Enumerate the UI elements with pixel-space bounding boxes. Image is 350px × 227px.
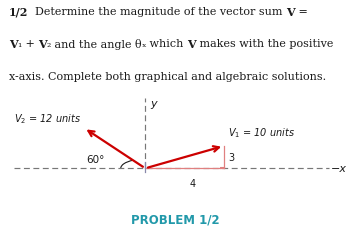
Text: PROBLEM 1/2: PROBLEM 1/2 bbox=[131, 213, 219, 226]
Text: =: = bbox=[295, 7, 308, 17]
Text: 4: 4 bbox=[189, 178, 196, 188]
Text: $V_1$ = 10 units: $V_1$ = 10 units bbox=[228, 126, 294, 140]
Text: Determine the magnitude of the vector sum: Determine the magnitude of the vector su… bbox=[28, 7, 286, 17]
Text: 60°: 60° bbox=[87, 155, 105, 165]
Text: +: + bbox=[22, 39, 38, 49]
Text: which: which bbox=[147, 39, 187, 49]
Text: V: V bbox=[286, 7, 295, 17]
Text: and the angle θ: and the angle θ bbox=[51, 39, 142, 49]
Text: x-axis. Complete both graphical and algebraic solutions.: x-axis. Complete both graphical and alge… bbox=[9, 72, 326, 81]
Text: ₓ: ₓ bbox=[142, 39, 147, 49]
Text: −x: −x bbox=[331, 164, 347, 174]
Text: ₂: ₂ bbox=[47, 39, 51, 49]
Text: y: y bbox=[150, 98, 157, 108]
Text: 3: 3 bbox=[229, 153, 235, 162]
Text: ₁: ₁ bbox=[18, 39, 22, 49]
Text: $V_2$ = 12 units: $V_2$ = 12 units bbox=[14, 112, 80, 126]
Text: makes with the positive: makes with the positive bbox=[196, 39, 333, 49]
Text: V: V bbox=[187, 39, 196, 49]
Text: V: V bbox=[9, 39, 18, 49]
Text: V: V bbox=[38, 39, 47, 49]
Text: 1/2: 1/2 bbox=[9, 7, 28, 17]
